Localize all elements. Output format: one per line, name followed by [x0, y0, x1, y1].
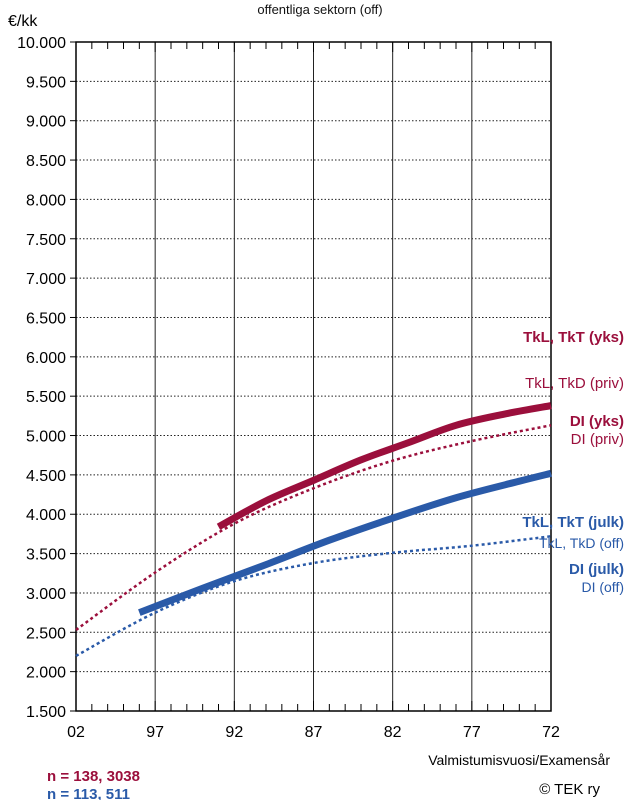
y-tick-label: 6.000: [26, 350, 66, 367]
x-tick-label: 87: [305, 724, 323, 741]
y-tick-label: 4.500: [26, 468, 66, 485]
series-blue-solid: [138, 469, 552, 616]
header-text: offentliga sektorn (off): [257, 2, 382, 17]
x-axis-label: Valmistumisvuosi/Examensår: [428, 752, 610, 768]
y-tick-label: 3.000: [26, 586, 66, 603]
y-axis-label: €/kk: [8, 13, 38, 30]
y-tick-label: 7.000: [26, 271, 66, 288]
x-tick-label: 77: [463, 724, 481, 741]
annotation-label: TkL, TkT (yks): [523, 329, 624, 346]
y-tick-label: 5.000: [26, 429, 66, 446]
y-tick-label: 9.500: [26, 74, 66, 91]
y-tick-label: 6.500: [26, 310, 66, 327]
y-tick-label: 4.000: [26, 507, 66, 524]
annotation-label: DI (yks): [570, 413, 624, 430]
y-tick-label: 1.500: [26, 704, 66, 721]
annotation-label: DI (off): [581, 579, 624, 595]
annotation-label: DI (priv): [571, 431, 624, 448]
y-tick-label: 2.500: [26, 625, 66, 642]
y-tick-label: 2.000: [26, 665, 66, 682]
series-blue-dotted: [75, 535, 552, 658]
x-tick-label: 72: [542, 724, 560, 741]
y-tick-label: 9.000: [26, 114, 66, 131]
y-tick-label: 3.500: [26, 547, 66, 564]
y-tick-label: 5.500: [26, 389, 66, 406]
annotation-label: DI (julk): [569, 561, 624, 578]
annotation-label: TkL, TkD (priv): [525, 375, 624, 392]
x-tick-label: 97: [146, 724, 164, 741]
series-red-dotted: [75, 424, 552, 631]
credit-label: © TEK ry: [539, 781, 600, 798]
annotation-label: TkL, TkT (julk): [522, 514, 624, 531]
x-tick-label: 92: [225, 724, 243, 741]
series-red-solid: [216, 402, 552, 530]
x-tick-label: 02: [67, 724, 85, 741]
y-tick-label: 8.500: [26, 153, 66, 170]
sample-size-note: n = 113, 511: [47, 786, 130, 800]
y-tick-label: 8.000: [26, 192, 66, 209]
y-tick-label: 10.000: [17, 35, 66, 52]
sample-size-note: n = 138, 3038: [47, 768, 140, 785]
x-tick-label: 82: [384, 724, 402, 741]
annotation-label: TkL, TkD (off): [539, 535, 624, 551]
y-tick-label: 7.500: [26, 232, 66, 249]
